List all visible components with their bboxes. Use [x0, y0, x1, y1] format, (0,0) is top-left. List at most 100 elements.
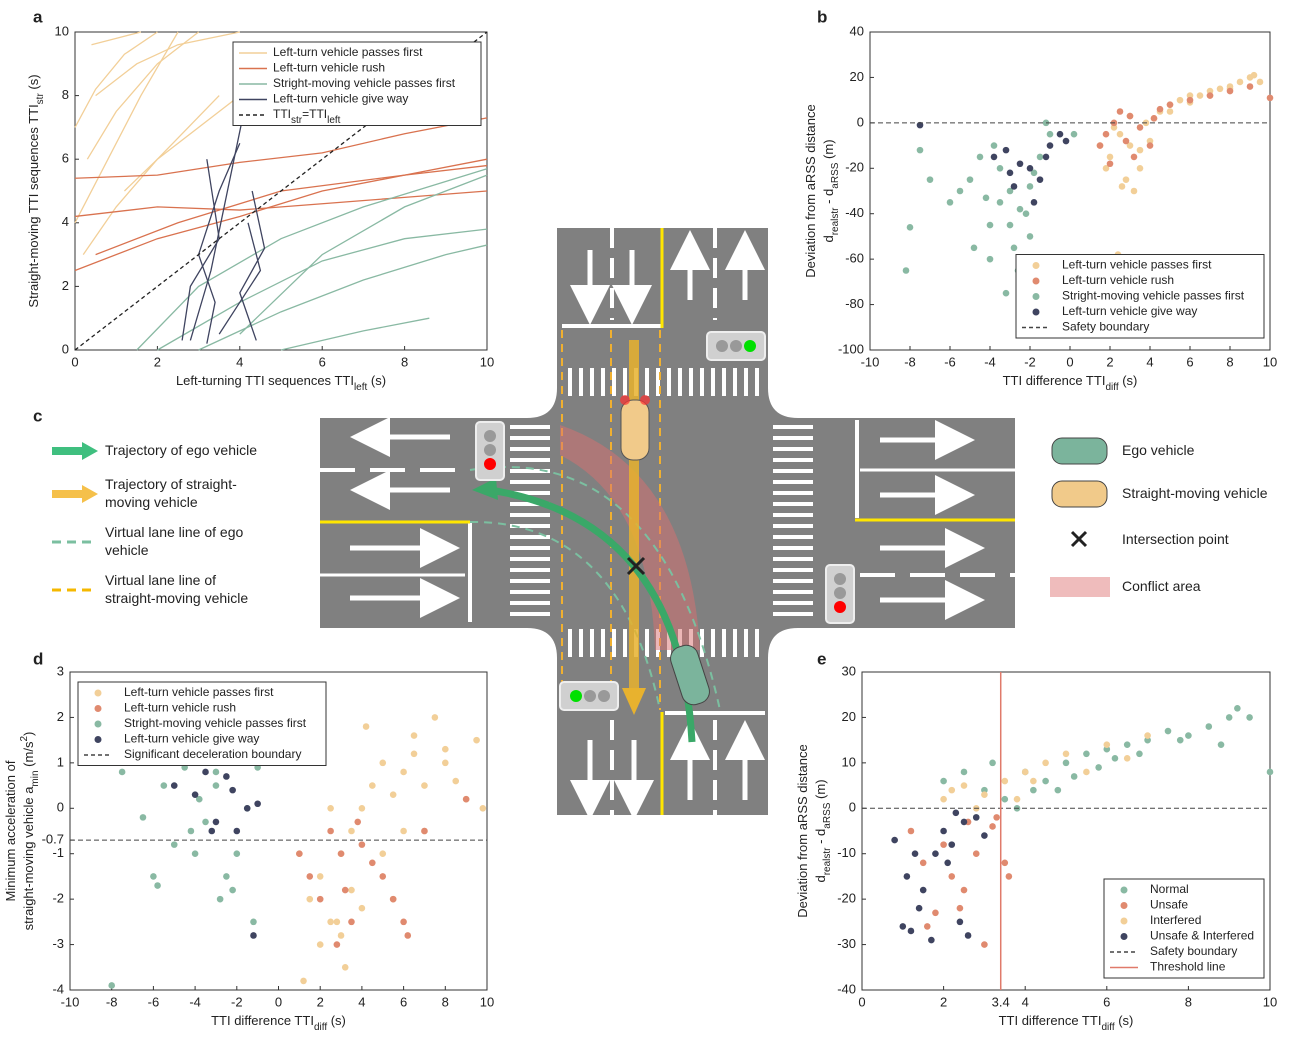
- point: [920, 860, 927, 867]
- point: [1144, 732, 1151, 739]
- legend-label: Unsafe: [1150, 898, 1188, 912]
- point: [1206, 723, 1213, 730]
- text-part: (m): [813, 779, 828, 802]
- legend-line: Conflict area: [1122, 578, 1201, 594]
- point: [1057, 131, 1064, 138]
- point: [1131, 188, 1138, 195]
- point: [250, 932, 257, 939]
- point: [908, 928, 915, 935]
- x-tick-label: 6: [400, 994, 407, 1009]
- legend-swatch: [1121, 902, 1128, 909]
- legend-line: Trajectory of ego vehicle: [105, 442, 257, 458]
- point: [940, 828, 947, 835]
- series-line: [219, 223, 260, 334]
- point: [338, 932, 345, 939]
- point: [1167, 108, 1174, 115]
- point: [108, 982, 115, 989]
- point: [907, 224, 914, 231]
- point: [1217, 85, 1224, 92]
- y-axis-label: drealstr - daRSS (m): [813, 779, 833, 882]
- point: [1267, 769, 1274, 776]
- legend-label: Ego vehicle: [1122, 442, 1195, 458]
- point: [1147, 142, 1154, 149]
- point: [957, 905, 964, 912]
- point: [379, 873, 386, 880]
- point: [920, 887, 927, 894]
- point: [993, 814, 1000, 821]
- x-tick-label: 2: [940, 994, 947, 1009]
- point: [1083, 750, 1090, 757]
- point: [421, 828, 428, 835]
- legend-label: Intersection point: [1122, 531, 1229, 547]
- x-tick-label: -10: [61, 994, 80, 1009]
- point: [473, 737, 480, 744]
- x-tick-label: -2: [1024, 354, 1036, 369]
- point: [348, 887, 355, 894]
- y-tick-label: 40: [850, 23, 864, 38]
- x-tick-label: -6: [148, 994, 160, 1009]
- point: [1063, 138, 1070, 145]
- legend-line: Virtual lane line of: [105, 572, 216, 588]
- point: [977, 154, 984, 161]
- x-tick-label: 8: [401, 354, 408, 369]
- y-axis-label: Minimum acceleration of: [3, 760, 18, 901]
- figure: c Trajectory of ego vehicleTrajectory of…: [0, 0, 1292, 1037]
- point: [306, 896, 313, 903]
- legend-label: Unsafe & Interfered: [1150, 929, 1254, 943]
- point: [1047, 142, 1054, 149]
- point: [411, 732, 418, 739]
- point: [891, 837, 898, 844]
- point: [1002, 778, 1009, 785]
- point: [1055, 787, 1062, 794]
- point: [421, 782, 428, 789]
- legend-swatch: [95, 736, 102, 743]
- point: [1031, 199, 1038, 206]
- x-tick-label: 2: [1106, 354, 1113, 369]
- legend-line: vehicle: [105, 542, 149, 558]
- point: [948, 787, 955, 794]
- point: [213, 769, 220, 776]
- point: [1177, 737, 1184, 744]
- point: [967, 176, 974, 183]
- y-tick-label: 10: [842, 754, 856, 769]
- point: [987, 222, 994, 229]
- point: [957, 188, 964, 195]
- text-part: (s): [367, 373, 386, 388]
- point: [971, 244, 978, 251]
- text-part: min: [30, 770, 41, 786]
- panel-label: a: [33, 7, 43, 26]
- point: [981, 941, 988, 948]
- series-line: [91, 32, 140, 45]
- point: [150, 873, 157, 880]
- point: [154, 882, 161, 889]
- point: [1097, 142, 1104, 149]
- point: [1047, 131, 1054, 138]
- legend-label: Left-turn vehicle rush: [1062, 273, 1174, 287]
- point: [932, 850, 939, 857]
- point: [369, 860, 376, 867]
- point: [997, 199, 1004, 206]
- point: [254, 800, 261, 807]
- point: [192, 850, 199, 857]
- text-part: Minimum acceleration of: [3, 760, 18, 901]
- x-tick-label: 0: [858, 994, 865, 1009]
- x-tick-label: -4: [984, 354, 996, 369]
- point: [296, 850, 303, 857]
- point: [1017, 206, 1024, 213]
- x-axis-label: TTI difference TTIdiff (s): [999, 1013, 1134, 1033]
- chart: e023.446810-40-30-20-100102030TTI differ…: [795, 649, 1277, 1033]
- point: [1014, 796, 1021, 803]
- point: [359, 805, 366, 812]
- point: [1123, 176, 1130, 183]
- point: [244, 805, 251, 812]
- point: [1104, 741, 1111, 748]
- legend-line: Ego vehicle: [1122, 442, 1195, 458]
- point: [390, 791, 397, 798]
- point: [1042, 778, 1049, 785]
- x-tick-label: 0: [71, 354, 78, 369]
- point: [1124, 755, 1131, 762]
- point: [1042, 760, 1049, 767]
- point: [442, 746, 449, 753]
- point: [404, 932, 411, 939]
